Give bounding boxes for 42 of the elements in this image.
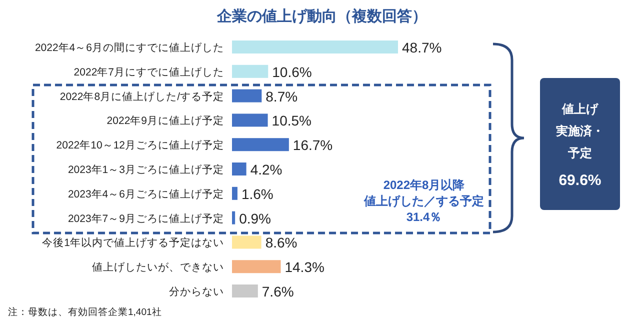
text: 実施済・	[555, 124, 604, 138]
y-tick-label: 2023年1～3月ごろに値上げ予定	[68, 163, 224, 176]
bar	[232, 114, 268, 127]
data-label: 10.5%	[272, 112, 312, 129]
data-label: 8.7%	[266, 88, 298, 104]
text: 31.4％	[406, 210, 442, 224]
y-tick-label: 2022年9月に値上げ予定	[106, 114, 224, 128]
bar	[232, 236, 262, 249]
bar	[232, 64, 268, 78]
bar	[232, 186, 238, 200]
bar	[232, 284, 258, 298]
data-label: 16.7%	[292, 137, 333, 154]
bar	[232, 40, 398, 54]
y-tick-label: 2022年8月に値上げした/する予定	[60, 90, 224, 103]
y-tick-label: 2022年4～6月の間にすでに値上げした	[34, 41, 224, 54]
annotation: 値上げした／する予定	[363, 194, 484, 208]
bar	[232, 260, 281, 274]
y-tick-label: 今後1年以内で値上げする予定はない	[42, 236, 224, 250]
text: 予定	[567, 146, 592, 160]
data-label: 8.6%	[265, 234, 298, 251]
text: 値上げ	[561, 102, 599, 116]
y-tick-label: 2023年7～9月ごろに値上げ予定	[68, 212, 224, 225]
bar	[232, 162, 246, 176]
data-label: 14.3%	[284, 259, 324, 276]
data-label: 7.6%	[262, 284, 294, 300]
chart-title: 企業の値上げ動向（複数回答）	[216, 8, 427, 25]
bar	[232, 138, 289, 152]
data-label: 48.7%	[402, 40, 442, 56]
data-label: 10.6%	[272, 64, 312, 80]
y-tick-label: 値上げしたいが、できない	[92, 260, 224, 274]
bar	[232, 89, 262, 102]
data-label: 1.6%	[241, 186, 274, 202]
text: 注：母数は、有効回答企業1,401社	[8, 306, 162, 318]
bar	[232, 211, 236, 224]
data-label: 0.9%	[239, 210, 271, 226]
text: 69.6%	[558, 172, 602, 189]
y-tick-label: 2023年4～6月ごろに値上げ予定	[68, 187, 224, 200]
annotation: 2022年8月以降	[383, 178, 466, 192]
y-tick-label: 2022年7月にすでに値上げした	[74, 65, 224, 78]
y-tick-label: 2022年10～12月ごろに値上げ予定	[56, 138, 224, 152]
y-tick-label: 分からない	[169, 286, 224, 298]
data-label: 4.2%	[250, 162, 282, 178]
